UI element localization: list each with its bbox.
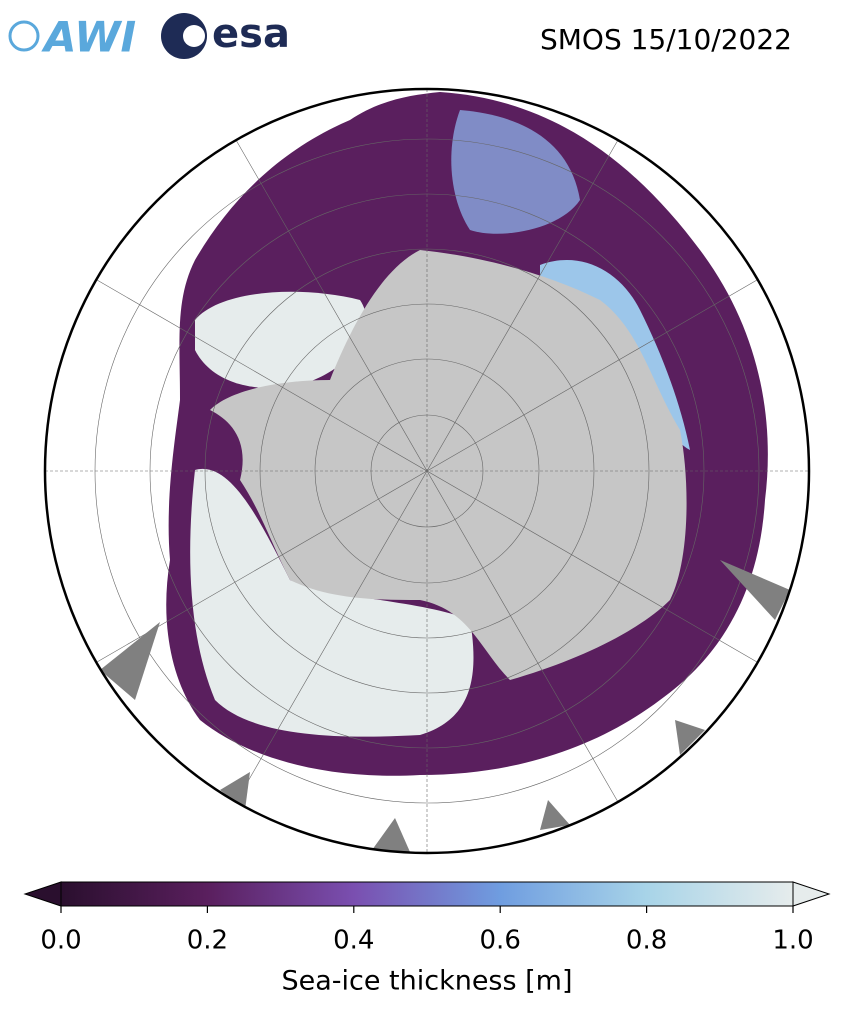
- colorbar-label: Sea-ice thickness [m]: [281, 966, 572, 997]
- antarctica: [210, 250, 687, 680]
- colorbar-tick-label: 0.0: [40, 926, 81, 956]
- map: [45, 89, 809, 853]
- colorbar-tick-label: 0.4: [333, 926, 374, 956]
- colorbar-tick-label: 0.6: [480, 926, 521, 956]
- colorbar: [23, 881, 831, 913]
- colorbar-tick-label: 0.2: [187, 926, 228, 956]
- title: SMOS 15/10/2022: [540, 23, 792, 56]
- esa-logo: esa: [212, 11, 290, 57]
- no-data: [100, 560, 790, 852]
- logos: AWI esa: [8, 11, 290, 62]
- awi-logo: AWI: [41, 13, 136, 62]
- colorbar-tick-label: 1.0: [772, 926, 813, 956]
- colorbar-tick-label: 0.8: [626, 926, 667, 956]
- map-frame: [43, 87, 811, 855]
- awi-icon: [8, 20, 40, 52]
- graticule: [45, 89, 809, 853]
